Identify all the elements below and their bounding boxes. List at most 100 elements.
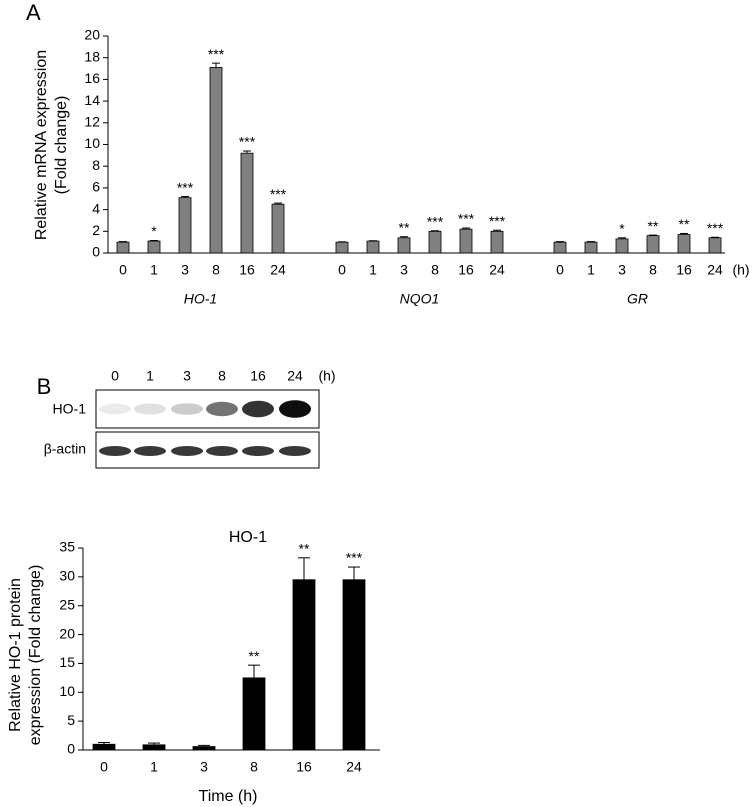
- x-tick-label: 24: [270, 262, 286, 278]
- x-tick-label: 24: [489, 262, 505, 278]
- y-tick-label: 4: [92, 200, 100, 216]
- bar: [677, 234, 691, 254]
- lane-label: 1: [146, 368, 154, 384]
- significance: ***: [346, 550, 363, 566]
- blot-band: [99, 446, 131, 456]
- y-tick-label: 20: [59, 625, 75, 641]
- y-tick-label: 8: [92, 157, 100, 173]
- x-tick-label: 8: [250, 759, 258, 775]
- y-tick-label: 16: [84, 70, 100, 86]
- x-tick-label: 8: [649, 262, 657, 278]
- significance: ***: [707, 220, 724, 236]
- row-label: β-actin: [44, 441, 86, 457]
- x-tick-label: 3: [618, 262, 626, 278]
- lane-label: 16: [250, 368, 266, 384]
- panel-label: B: [37, 374, 52, 399]
- bar: [397, 237, 411, 254]
- significance: ***: [427, 213, 444, 229]
- x-tick-label: 3: [200, 759, 208, 775]
- y-axis-title: Relative HO-1 protein: [7, 578, 24, 732]
- bar: [553, 241, 567, 254]
- blot-band: [242, 446, 274, 456]
- lane-label: 8: [218, 368, 226, 384]
- bar: [584, 241, 598, 254]
- y-tick-label: 0: [92, 244, 100, 260]
- bar: [366, 240, 380, 254]
- blot-band: [242, 400, 274, 418]
- y-tick-label: 20: [84, 27, 100, 43]
- x-tick-label: 8: [212, 262, 220, 278]
- lane-label: 24: [287, 368, 303, 384]
- group-label: HO-1: [184, 291, 217, 307]
- bar: [335, 241, 349, 254]
- x-tick-label: 3: [181, 262, 189, 278]
- blot-band: [279, 400, 311, 418]
- chart-title: HO-1: [229, 529, 267, 546]
- x-tick-label: 1: [369, 262, 377, 278]
- y-tick-label: 25: [59, 596, 75, 612]
- significance: ***: [177, 179, 194, 195]
- blot-band: [206, 446, 238, 456]
- y-tick-label: 12: [84, 114, 100, 130]
- bar: [708, 237, 722, 254]
- bar: [192, 746, 216, 751]
- x-tick-label: 16: [296, 759, 312, 775]
- lane-unit: (h): [318, 368, 335, 384]
- group-label: NQO1: [400, 291, 440, 307]
- x-tick-label: 16: [239, 262, 255, 278]
- significance: **: [249, 648, 260, 664]
- bar: [147, 240, 161, 254]
- x-tick-label: 1: [587, 262, 595, 278]
- bar: [242, 677, 266, 751]
- x-tick-label: 8: [431, 262, 439, 278]
- lane-label: 0: [111, 368, 119, 384]
- bar: [209, 67, 223, 254]
- y-tick-label: 0: [67, 741, 75, 757]
- blot-band: [134, 446, 166, 456]
- bar: [178, 197, 192, 254]
- y-tick-label: 14: [84, 92, 100, 108]
- y-tick-label: 2: [92, 222, 100, 238]
- y-tick-label: 10: [84, 135, 100, 151]
- bar: [646, 235, 660, 254]
- blot-band: [171, 403, 203, 415]
- significance: **: [399, 219, 410, 235]
- blot-band: [206, 401, 238, 417]
- significance: ***: [458, 211, 475, 227]
- x-tick-label: 24: [707, 262, 723, 278]
- bar: [459, 228, 473, 254]
- y-axis-title: expression (Fold change): [27, 565, 44, 746]
- bar: [92, 743, 116, 751]
- y-tick-label: 10: [59, 683, 75, 699]
- blot-band: [134, 403, 166, 415]
- bar: [292, 579, 316, 751]
- row-label: HO-1: [53, 401, 87, 417]
- bar: [271, 203, 285, 254]
- significance: ***: [270, 186, 287, 202]
- panel-label: A: [26, 0, 41, 25]
- significance: *: [151, 223, 157, 239]
- x-unit: (h): [732, 262, 749, 278]
- blot-band: [99, 403, 131, 415]
- lane-label: 3: [183, 368, 191, 384]
- x-tick-label: 16: [676, 262, 692, 278]
- significance: *: [619, 221, 625, 237]
- y-tick-label: 18: [84, 48, 100, 64]
- bar: [142, 744, 166, 751]
- significance: **: [679, 216, 690, 232]
- x-tick-label: 24: [346, 759, 362, 775]
- blot-band: [279, 446, 311, 456]
- x-tick-label: 0: [100, 759, 108, 775]
- x-tick-label: 16: [458, 262, 474, 278]
- group-label: GR: [627, 291, 648, 307]
- y-axis-title: (Fold change): [53, 96, 70, 195]
- significance: ***: [208, 46, 225, 62]
- bar: [240, 152, 254, 254]
- x-tick-label: 0: [119, 262, 127, 278]
- x-tick-label: 3: [400, 262, 408, 278]
- y-axis-title: Relative mRNA expression: [33, 50, 50, 240]
- y-tick-label: 35: [59, 539, 75, 555]
- bar: [342, 579, 366, 751]
- x-tick-label: 0: [338, 262, 346, 278]
